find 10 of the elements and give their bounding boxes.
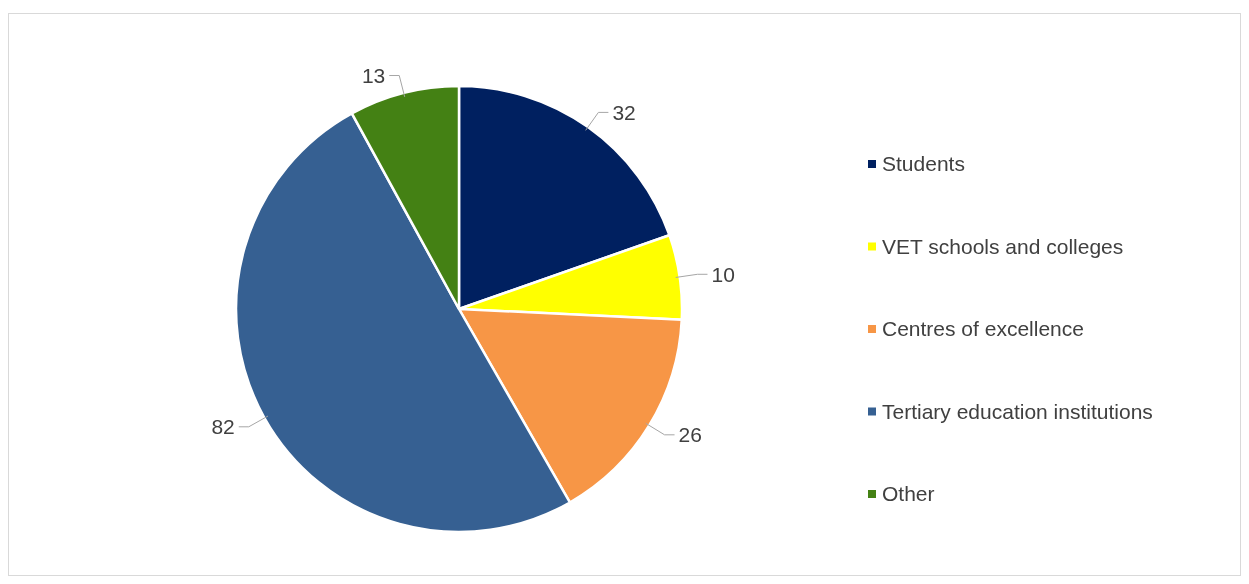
data-label: 82 xyxy=(211,415,235,439)
legend-label: Students xyxy=(882,152,965,176)
legend-label: Centres of excellence xyxy=(882,317,1084,341)
legend-label: Other xyxy=(882,482,935,506)
legend-label: Tertiary education institutions xyxy=(882,399,1153,423)
legend-label: VET schools and colleges xyxy=(882,234,1124,258)
data-label: 13 xyxy=(361,63,386,87)
data-label: 32 xyxy=(612,100,636,124)
data-label: 10 xyxy=(711,262,735,286)
data-label: 26 xyxy=(678,423,702,447)
